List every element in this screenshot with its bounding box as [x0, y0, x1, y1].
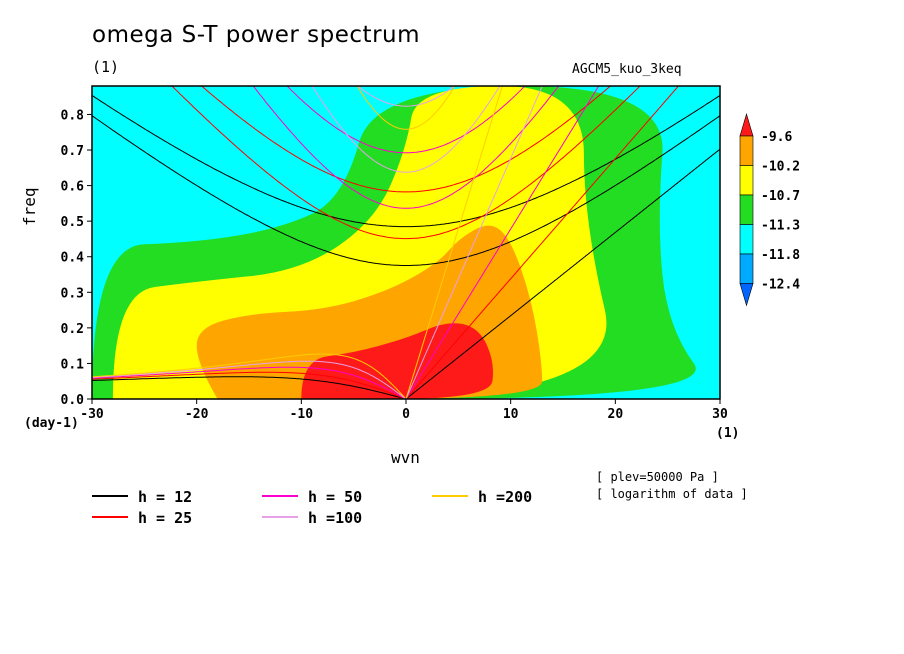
- dispersion-curve: [92, 376, 406, 399]
- dispersion-curve: [92, 366, 406, 399]
- dispersion-curve: [405, 86, 600, 399]
- colorbar-label: -12.4: [761, 278, 800, 293]
- note-log: [ logarithm of data ]: [596, 487, 748, 501]
- colorbar-label: -11.8: [761, 248, 800, 263]
- dispersion-curve: [357, 86, 455, 107]
- x-tick-label: -20: [185, 407, 209, 422]
- colorbar-swatch: [739, 165, 754, 196]
- colorbar-label: -10.2: [761, 160, 800, 175]
- contour-region: [92, 86, 278, 239]
- note-plev: [ plev=50000 Pa ]: [596, 470, 719, 484]
- legend-label: h =100: [308, 509, 362, 527]
- colorbar-label: -9.6: [761, 130, 792, 145]
- y-tick-label: 0.6: [61, 180, 85, 195]
- y-tick-label: 0.7: [61, 144, 84, 159]
- legend-label: h = 50: [308, 488, 362, 506]
- dispersion-curve: [286, 86, 526, 154]
- y-unit-label: (day-1): [24, 416, 79, 431]
- y-tick-label: 0.2: [61, 322, 84, 337]
- chart-title: omega S-T power spectrum: [92, 22, 421, 48]
- y-tick-label: 0.8: [61, 108, 85, 123]
- dispersion-curve: [92, 115, 720, 266]
- x-tick-label: 20: [608, 407, 624, 422]
- y-tick-label: 0.4: [61, 251, 85, 266]
- dispersion-curve: [405, 86, 503, 399]
- dispersion-curve: [405, 86, 543, 399]
- y-tick-label: 0.0: [61, 393, 85, 408]
- y-axis-label: freq: [20, 187, 39, 226]
- legend-label: h = 25: [138, 509, 192, 527]
- dispersion-curve: [405, 148, 720, 399]
- y-tick-label: 0.3: [61, 286, 84, 301]
- y-tick-label: 0.1: [61, 357, 85, 372]
- x-tick-label: 0: [402, 407, 410, 422]
- model-label: AGCM5_kuo_3keq: [572, 62, 682, 77]
- x-tick-label: 30: [712, 407, 728, 422]
- dispersion-curve-layer: [92, 86, 720, 399]
- dispersion-curve: [405, 86, 680, 399]
- legend: h = 12 h = 25 h = 50 h =100 h =200: [92, 488, 532, 527]
- x-axis-label: wvn: [391, 448, 420, 467]
- dispersion-curve: [171, 86, 641, 240]
- dispersion-curve: [92, 360, 406, 399]
- dispersion-curve: [200, 86, 612, 193]
- colorbar-swatch: [739, 135, 754, 166]
- x-tick-label: -10: [290, 407, 314, 422]
- dispersion-curve: [92, 371, 406, 399]
- colorbar-cap-bottom: [739, 283, 754, 307]
- dispersion-curve: [356, 86, 456, 130]
- axis-layer: -30 -20 -10 0 10 20 30 0.0 0.1 0.2 0.3 0.4 0.5 0.6 0.7…: [61, 108, 728, 422]
- contour-fill-layer: [92, 86, 720, 399]
- chart-subtitle: (1): [92, 58, 120, 76]
- x-tick-label: 10: [503, 407, 519, 422]
- legend-label: h = 12: [138, 488, 192, 506]
- colorbar-swatch: [739, 253, 754, 284]
- x-tick-label: -30: [80, 407, 104, 422]
- x-unit-label: (1): [716, 426, 740, 441]
- legend-label: h =200: [478, 488, 532, 506]
- colorbar-cap-top: [739, 112, 754, 137]
- colorbar: -9.6 -10.2 -10.7 -11.3 -11.8 -12.4: [739, 112, 800, 307]
- dispersion-curve: [311, 86, 501, 173]
- colorbar-swatch: [739, 224, 754, 255]
- dispersion-curve: [252, 86, 560, 209]
- colorbar-swatch: [739, 194, 754, 225]
- colorbar-label: -11.3: [761, 219, 800, 234]
- y-tick-label: 0.5: [61, 215, 84, 230]
- dispersion-curve: [92, 353, 406, 399]
- colorbar-label: -10.7: [761, 189, 800, 204]
